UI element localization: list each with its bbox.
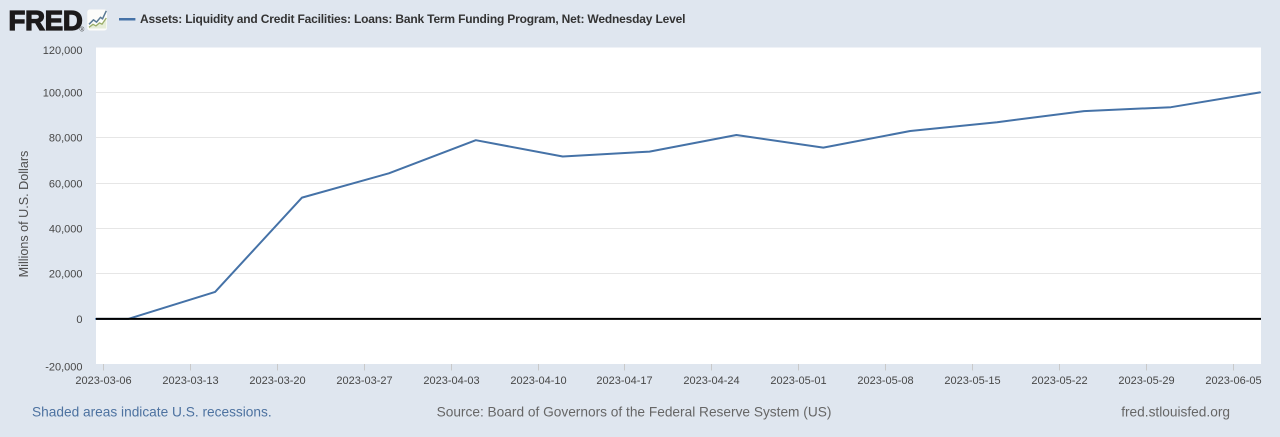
svg-text:0: 0	[76, 314, 82, 326]
svg-text:2023-03-27: 2023-03-27	[336, 375, 392, 387]
svg-text:Assets: Liquidity and Credit F: Assets: Liquidity and Credit Facilities:…	[140, 12, 685, 26]
svg-text:2023-03-06: 2023-03-06	[75, 375, 131, 387]
svg-text:2023-05-29: 2023-05-29	[1118, 375, 1174, 387]
svg-text:Millions of U.S. Dollars: Millions of U.S. Dollars	[17, 151, 31, 278]
svg-text:2023-05-01: 2023-05-01	[770, 375, 826, 387]
svg-text:fred.stlouisfed.org: fred.stlouisfed.org	[1121, 405, 1230, 420]
svg-text:120,000: 120,000	[43, 45, 83, 57]
svg-text:Source: Board of Governors of: Source: Board of Governors of the Federa…	[437, 405, 832, 420]
svg-text:2023-04-24: 2023-04-24	[683, 375, 739, 387]
svg-text:2023-04-03: 2023-04-03	[423, 375, 479, 387]
svg-text:100,000: 100,000	[43, 88, 83, 100]
svg-text:2023-03-13: 2023-03-13	[162, 375, 218, 387]
svg-text:2023-05-08: 2023-05-08	[857, 375, 913, 387]
svg-text:Shaded areas indicate U.S. rec: Shaded areas indicate U.S. recessions.	[32, 405, 272, 420]
svg-text:60,000: 60,000	[49, 179, 83, 191]
svg-text:20,000: 20,000	[49, 269, 83, 281]
svg-text:2023-04-10: 2023-04-10	[510, 375, 566, 387]
svg-text:2023-06-05: 2023-06-05	[1205, 375, 1261, 387]
svg-text:2023-05-22: 2023-05-22	[1031, 375, 1087, 387]
svg-text:2023-05-15: 2023-05-15	[944, 375, 1000, 387]
svg-text:FRED: FRED	[9, 5, 83, 36]
svg-text:2023-03-20: 2023-03-20	[249, 375, 305, 387]
svg-text:40,000: 40,000	[49, 224, 83, 236]
svg-text:80,000: 80,000	[49, 133, 83, 145]
svg-text:-20,000: -20,000	[45, 361, 82, 373]
svg-text:®: ®	[80, 26, 85, 34]
svg-text:2023-04-17: 2023-04-17	[596, 375, 652, 387]
